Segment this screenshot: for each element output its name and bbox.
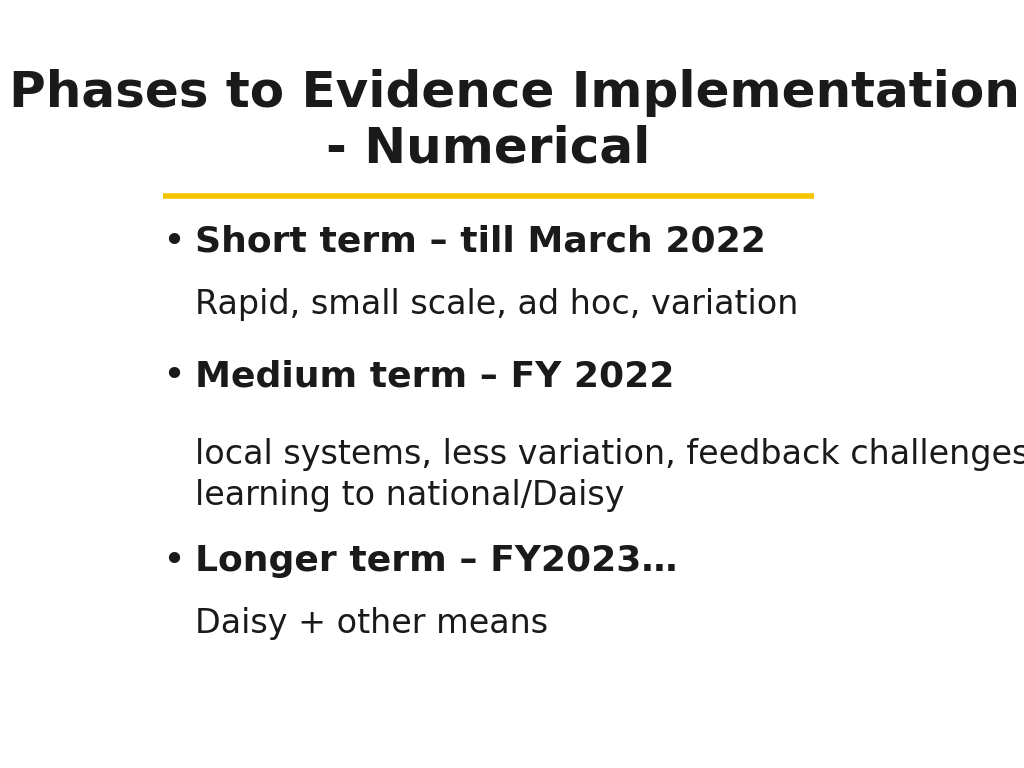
Text: •: • bbox=[162, 541, 185, 580]
Text: Medium term – FY 2022: Medium term – FY 2022 bbox=[195, 359, 674, 393]
Text: Longer term – FY2023…: Longer term – FY2023… bbox=[195, 544, 677, 578]
Text: local systems, less variation, feedback challenges and
learning to national/Dais: local systems, less variation, feedback … bbox=[195, 438, 1024, 511]
Text: •: • bbox=[162, 223, 185, 261]
Text: Short term – till March 2022: Short term – till March 2022 bbox=[195, 225, 766, 259]
Text: Rapid, small scale, ad hoc, variation: Rapid, small scale, ad hoc, variation bbox=[195, 288, 798, 321]
Text: •: • bbox=[162, 357, 185, 396]
Text: 3 Phases to Evidence Implementation
- Numerical: 3 Phases to Evidence Implementation - Nu… bbox=[0, 69, 1020, 173]
Text: Daisy + other means: Daisy + other means bbox=[195, 607, 548, 640]
